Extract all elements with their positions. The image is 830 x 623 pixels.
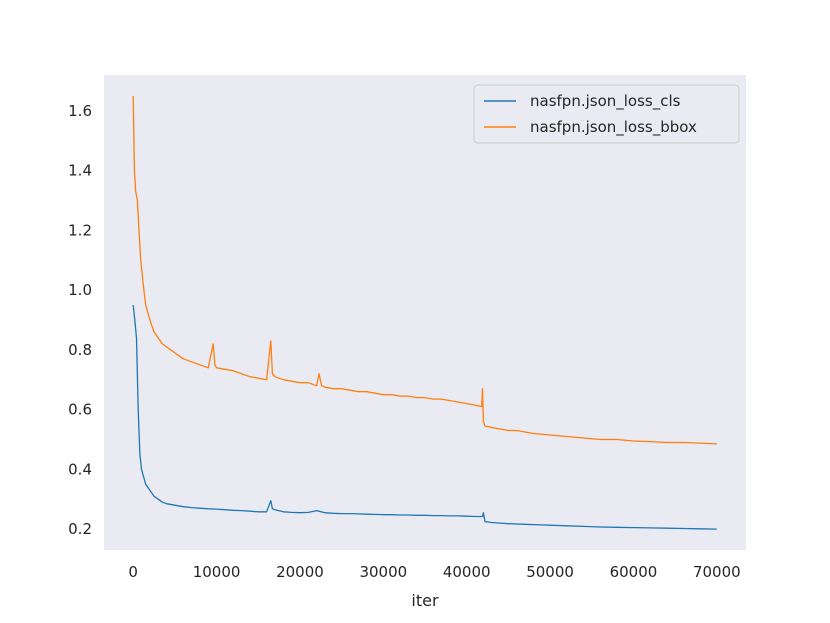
y-tick-label: 1.4 xyxy=(68,162,92,180)
series-line-1 xyxy=(132,95,717,445)
x-tick-label: 30000 xyxy=(359,563,407,581)
x-tick-label: 10000 xyxy=(193,563,241,581)
x-tick-label: 60000 xyxy=(610,563,658,581)
x-tick-label: 50000 xyxy=(526,563,574,581)
y-tick-label: 0.6 xyxy=(68,401,92,419)
legend-label-1: nasfpn.json_loss_bbox xyxy=(530,118,697,137)
series-line-0 xyxy=(132,304,717,530)
y-tick-label: 1.0 xyxy=(68,281,92,299)
legend-entries: nasfpn.json_loss_cls nasfpn.json_loss_bbo… xyxy=(484,92,697,137)
series-layer xyxy=(132,95,717,530)
legend-box xyxy=(473,84,740,144)
legend-label-0: nasfpn.json_loss_cls xyxy=(530,92,681,111)
plot-background xyxy=(104,75,746,550)
x-tick-label: 40000 xyxy=(443,563,491,581)
x-axis-label: iter xyxy=(411,591,439,610)
y-tick-labels: 0.2 0.4 0.6 0.8 1.0 1.2 1.4 1.6 xyxy=(68,102,92,538)
y-tick-label: 1.2 xyxy=(68,221,92,239)
x-tick-labels: 0 10000 20000 30000 40000 50000 60000 70000 xyxy=(128,563,740,581)
y-tick-label: 0.2 xyxy=(68,520,92,538)
x-tick-label: 20000 xyxy=(276,563,324,581)
legend: nasfpn.json_loss_cls nasfpn.json_loss_bbo… xyxy=(473,84,740,144)
y-tick-label: 0.4 xyxy=(68,460,92,478)
y-tick-label: 0.8 xyxy=(68,341,92,359)
x-tick-label: 70000 xyxy=(693,563,741,581)
x-tick-label: 0 xyxy=(128,563,138,581)
y-tick-label: 1.6 xyxy=(68,102,92,120)
